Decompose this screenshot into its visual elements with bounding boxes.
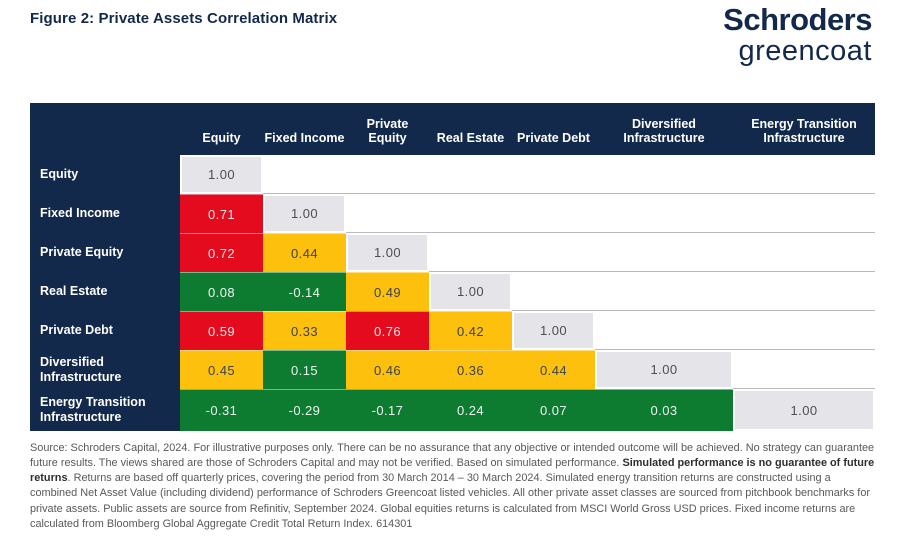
matrix-cell-energy-transition-infrastructure-x-real-estate: 0.24 <box>429 389 512 431</box>
matrix-cell-private-equity-x-equity: 0.72 <box>180 233 263 272</box>
matrix-cell-private-debt-x-private-debt: 1.00 <box>512 311 595 350</box>
matrix-cell-diversified-infrastructure-x-diversified-infrastructure: 1.00 <box>595 350 733 389</box>
matrix-empty-cell <box>429 194 512 233</box>
figure-title: Figure 2: Private Assets Correlation Mat… <box>30 10 338 27</box>
row-header-real-estate: Real Estate <box>30 272 180 311</box>
matrix-cell-fixed-income-x-fixed-income: 1.00 <box>263 194 346 233</box>
matrix-cell-private-debt-x-equity: 0.59 <box>180 311 263 350</box>
matrix-cell-diversified-infrastructure-x-fixed-income: 0.15 <box>263 350 346 389</box>
schroders-greencoat-logo: Schroders greencoat <box>723 4 872 66</box>
matrix-cell-fixed-income-x-equity: 0.71 <box>180 194 263 233</box>
logo-primary-text: Schroders <box>723 2 872 37</box>
column-header-equity: Equity <box>180 103 263 155</box>
column-header-real-estate: Real Estate <box>429 103 512 155</box>
column-header-private-debt: Private Debt <box>512 103 595 155</box>
column-header-fixed-income: Fixed Income <box>263 103 346 155</box>
matrix-corner-cell <box>30 103 180 155</box>
matrix-empty-cell <box>346 194 429 233</box>
column-header-diversified-infrastructure: Diversified Infrastructure <box>595 103 733 155</box>
matrix-empty-cell <box>595 272 733 311</box>
matrix-empty-cell <box>429 233 512 272</box>
matrix-cell-real-estate-x-equity: 0.08 <box>180 272 263 311</box>
matrix-cell-private-debt-x-fixed-income: 0.33 <box>263 311 346 350</box>
matrix-cell-private-equity-x-fixed-income: 0.44 <box>263 233 346 272</box>
matrix-empty-cell <box>512 233 595 272</box>
matrix-cell-energy-transition-infrastructure-x-private-equity: -0.17 <box>346 389 429 431</box>
row-header-private-debt: Private Debt <box>30 311 180 350</box>
matrix-empty-cell <box>429 155 512 194</box>
matrix-cell-energy-transition-infrastructure-x-private-debt: 0.07 <box>512 389 595 431</box>
matrix-empty-cell <box>595 233 733 272</box>
matrix-empty-cell <box>733 311 875 350</box>
matrix-empty-cell <box>512 194 595 233</box>
matrix-cell-private-debt-x-private-equity: 0.76 <box>346 311 429 350</box>
correlation-matrix-table: Equity Fixed Income Private Equity Real Est… <box>30 103 875 431</box>
matrix-cell-diversified-infrastructure-x-real-estate: 0.36 <box>429 350 512 389</box>
matrix-empty-cell <box>733 350 875 389</box>
matrix-empty-cell <box>512 272 595 311</box>
matrix-empty-cell <box>733 233 875 272</box>
footnote-text-bold: Simulated performance is no guarantee of… <box>30 457 875 485</box>
matrix-cell-energy-transition-infrastructure-x-equity: -0.31 <box>180 389 263 431</box>
matrix-empty-cell <box>595 194 733 233</box>
footnote-text-pre: Source: Schroders Capital, 2024. For ill… <box>30 442 875 470</box>
matrix-cell-energy-transition-infrastructure-x-diversified-infrastructure: 0.03 <box>595 389 733 431</box>
matrix-cell-private-debt-x-real-estate: 0.42 <box>429 311 512 350</box>
row-header-equity: Equity <box>30 155 180 194</box>
matrix-cell-diversified-infrastructure-x-equity: 0.45 <box>180 350 263 389</box>
matrix-cell-diversified-infrastructure-x-private-equity: 0.46 <box>346 350 429 389</box>
matrix-cell-energy-transition-infrastructure-x-fixed-income: -0.29 <box>263 389 346 431</box>
row-header-private-equity: Private Equity <box>30 233 180 272</box>
matrix-empty-cell <box>733 155 875 194</box>
source-footnote: Source: Schroders Capital, 2024. For ill… <box>30 441 876 532</box>
matrix-empty-cell <box>512 155 595 194</box>
matrix-empty-cell <box>733 272 875 311</box>
matrix-empty-cell <box>595 155 733 194</box>
matrix-cell-energy-transition-infrastructure-x-energy-transition-infrastructure: 1.00 <box>733 389 875 431</box>
matrix-cell-real-estate-x-fixed-income: -0.14 <box>263 272 346 311</box>
column-header-energy-transition-infrastructure: Energy Transition Infrastructure <box>733 103 875 155</box>
column-header-private-equity: Private Equity <box>346 103 429 155</box>
logo-secondary-text: greencoat <box>738 35 872 67</box>
row-header-fixed-income: Fixed Income <box>30 194 180 233</box>
matrix-empty-cell <box>595 311 733 350</box>
matrix-cell-real-estate-x-real-estate: 1.00 <box>429 272 512 311</box>
matrix-empty-cell <box>263 155 346 194</box>
footnote-text-post: . Returns are based off quarterly prices… <box>30 472 871 530</box>
matrix-cell-diversified-infrastructure-x-private-debt: 0.44 <box>512 350 595 389</box>
row-header-energy-transition-infrastructure: Energy Transition Infrastructure <box>30 389 180 431</box>
matrix-empty-cell <box>346 155 429 194</box>
matrix-empty-cell <box>733 194 875 233</box>
matrix-cell-real-estate-x-private-equity: 0.49 <box>346 272 429 311</box>
row-header-diversified-infrastructure: Diversified Infrastructure <box>30 350 180 389</box>
matrix-cell-equity-x-equity: 1.00 <box>180 155 263 194</box>
matrix-cell-private-equity-x-private-equity: 1.00 <box>346 233 429 272</box>
